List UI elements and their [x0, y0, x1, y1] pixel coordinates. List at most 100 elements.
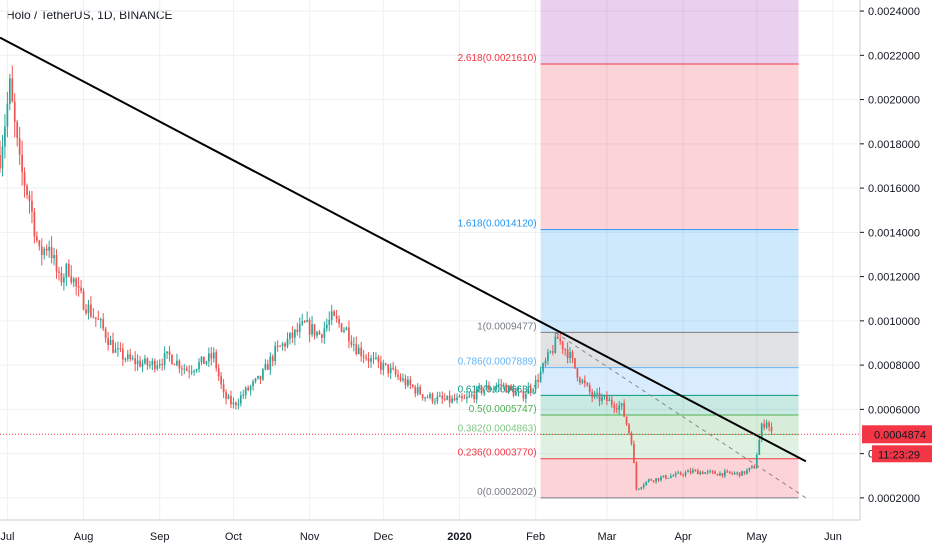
candle-body: [195, 369, 198, 371]
candle: [153, 358, 156, 373]
x-tick-label: Aug: [74, 531, 94, 543]
candle: [190, 365, 193, 376]
candle-body: [615, 408, 618, 410]
candle-body: [60, 272, 63, 283]
candle-body: [579, 377, 581, 383]
candle: [660, 475, 662, 482]
candle-body: [188, 370, 191, 372]
x-tick-label: Apr: [675, 531, 692, 543]
candle-body: [657, 478, 660, 481]
candle: [365, 353, 367, 361]
candle: [416, 383, 419, 396]
candle-body: [719, 473, 721, 476]
candle-body: [706, 471, 709, 473]
candle-body: [70, 275, 73, 283]
candle: [667, 477, 670, 479]
candle: [200, 356, 203, 366]
candle: [271, 354, 274, 367]
candle: [321, 333, 323, 343]
candle: [436, 391, 439, 405]
candle-body: [112, 339, 114, 353]
candle: [355, 336, 358, 356]
candle-body: [262, 369, 264, 380]
candle-body: [628, 424, 630, 434]
candle-body: [355, 344, 358, 355]
candle: [0, 140, 1, 173]
candle-body: [136, 360, 139, 365]
candle-body: [252, 381, 254, 387]
candle: [493, 385, 495, 394]
candle: [178, 359, 181, 374]
candle: [102, 313, 105, 332]
candle: [352, 337, 355, 352]
candle-body: [404, 378, 407, 386]
candle-body: [692, 470, 694, 473]
candle-body: [85, 309, 87, 314]
candle-body: [660, 477, 662, 481]
candle: [343, 327, 345, 334]
candle-body: [655, 478, 657, 482]
candle: [566, 342, 569, 364]
candle: [497, 378, 500, 392]
candle: [183, 363, 186, 375]
candle-body: [527, 387, 530, 395]
candle-body: [394, 369, 397, 375]
candle-body: [765, 422, 768, 428]
candle-body: [303, 321, 306, 323]
candle-body: [488, 385, 490, 390]
candle: [694, 469, 697, 472]
candle: [414, 384, 417, 398]
candle: [549, 350, 552, 354]
candle-body: [301, 321, 304, 325]
candle-body: [586, 383, 589, 386]
candle-body: [723, 471, 726, 476]
candle: [259, 375, 262, 385]
candle: [151, 358, 154, 371]
candle-body: [50, 246, 53, 259]
candle: [579, 376, 581, 386]
candle-body: [372, 357, 375, 359]
candle-body: [384, 363, 387, 365]
candle: [239, 391, 242, 407]
candle-body: [701, 471, 704, 474]
candle: [564, 348, 567, 356]
candle: [733, 471, 736, 476]
candle: [13, 93, 16, 138]
candle-body: [618, 405, 621, 410]
candle: [377, 354, 380, 369]
candle: [205, 360, 208, 366]
candle-body: [593, 393, 596, 398]
candle-body: [606, 395, 608, 402]
candle-body: [348, 327, 350, 342]
candle-body: [58, 271, 60, 273]
candle-body: [696, 470, 699, 475]
candle: [456, 393, 458, 404]
candle: [701, 470, 704, 475]
candle: [370, 354, 372, 368]
candle: [633, 440, 635, 464]
candle: [500, 378, 503, 392]
candle: [158, 359, 161, 369]
candle-body: [102, 319, 105, 329]
candle: [542, 362, 544, 375]
candle: [311, 315, 313, 337]
candle-body: [674, 473, 677, 476]
candle: [362, 349, 365, 364]
candle: [642, 482, 645, 490]
candle-body: [446, 395, 449, 400]
x-tick-label: May: [746, 531, 767, 543]
candle-body: [561, 341, 564, 350]
candle-body: [635, 463, 638, 490]
candle-body: [362, 356, 365, 358]
candle: [505, 382, 508, 393]
candle-body: [8, 78, 11, 104]
candle: [11, 65, 14, 103]
candle: [72, 277, 75, 288]
candle: [689, 467, 692, 475]
candle: [249, 384, 252, 396]
candle-body: [330, 311, 333, 320]
candle-body: [45, 248, 48, 251]
candle: [426, 394, 429, 399]
price-tag-bg: [862, 425, 932, 444]
